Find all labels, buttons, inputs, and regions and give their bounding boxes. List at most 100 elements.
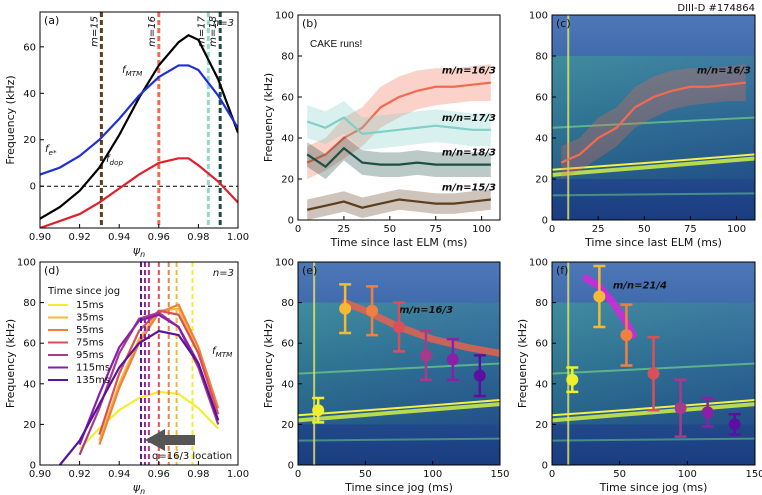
x-tick-label: 0.96 <box>148 232 170 243</box>
y-tick-label: 60 <box>535 93 548 104</box>
point <box>647 367 660 380</box>
y-tick-label: 80 <box>23 298 36 309</box>
y-tick-label: 100 <box>529 11 548 22</box>
frame <box>297 14 501 221</box>
x-tick-label: 50 <box>359 469 372 480</box>
curve-label-sub: MTM <box>126 69 144 78</box>
x-tick-label: 0 <box>295 469 301 480</box>
legend-label: 35ms <box>76 313 104 324</box>
y-tick-label: 40 <box>535 134 548 145</box>
panel-label: (b) <box>302 17 318 30</box>
x-tick-label: 0.98 <box>187 469 209 480</box>
x-tick-label: 0.94 <box>108 232 130 243</box>
x-tick-label: 50 <box>613 469 626 480</box>
y-tick-label: 100 <box>17 258 36 269</box>
y-tick-label: 20 <box>23 135 36 146</box>
panel-label: (a) <box>44 14 59 27</box>
point <box>620 329 633 342</box>
y-tick-label: 40 <box>281 379 294 390</box>
x-tick-label: 50 <box>638 224 651 235</box>
line <box>40 64 238 176</box>
curve-label: fMTM <box>212 346 233 359</box>
point <box>593 290 606 303</box>
x-tick-label: 25 <box>338 224 351 235</box>
y-tick-label: 20 <box>535 420 548 431</box>
line <box>40 157 238 228</box>
band <box>307 135 491 179</box>
spectrogram-band <box>552 116 755 129</box>
x-tick-label: 0 <box>549 469 555 480</box>
line <box>306 146 491 169</box>
plot-area: m/n=16/3 <box>552 15 755 220</box>
y-axis-label: Frequency (kHz) <box>516 319 529 408</box>
point <box>701 406 714 419</box>
legend-label: 15ms <box>76 300 104 311</box>
x-axis-label: Time since jog (ms) <box>344 481 453 494</box>
curve-label: m/n=18/3 <box>442 148 496 159</box>
x-axis-label: Time since jog (ms) <box>599 481 708 494</box>
x-tick-label: 0.90 <box>29 232 51 243</box>
x-axis-label: ψn <box>133 244 145 259</box>
panel: Time since jog15ms35ms55ms75ms95ms115ms1… <box>4 258 249 495</box>
curve-label: m/n=16/3 <box>442 66 496 77</box>
x-tick-label: 0.96 <box>148 469 170 480</box>
line <box>98 309 220 435</box>
plot-area: m/n=21/4 <box>552 262 755 465</box>
spectrogram-band <box>298 437 500 442</box>
panel-label: (e) <box>302 264 317 277</box>
legend-label: 55ms <box>76 325 104 336</box>
point <box>393 320 405 333</box>
curve-label-sub: e* <box>49 148 57 157</box>
mode-label: m/n=16/3 <box>399 305 453 316</box>
legend-label: 135ms <box>76 375 110 386</box>
point <box>473 369 486 382</box>
y-tick-label: 80 <box>281 52 294 63</box>
frame <box>39 11 239 229</box>
band <box>561 64 746 179</box>
x-tick-label: 0.92 <box>68 469 90 480</box>
x-tick-label: 150 <box>490 469 509 480</box>
y-tick-label: 60 <box>535 339 548 350</box>
y-tick-label: 60 <box>23 42 36 53</box>
spectrogram-wash <box>552 56 755 179</box>
point <box>312 404 325 417</box>
x-tick-label: 100 <box>423 469 442 480</box>
y-tick-label: 40 <box>23 379 36 390</box>
spectrogram-band <box>552 402 755 423</box>
x-tick-label: 1.00 <box>227 232 249 243</box>
mode-line <box>341 299 500 357</box>
x-tick-label: 100 <box>472 224 491 235</box>
y-tick-label: 60 <box>281 93 294 104</box>
point <box>728 418 741 431</box>
frame <box>551 261 756 466</box>
mode-label: m=15 <box>89 16 100 47</box>
x-axis-label: ψn <box>133 481 145 495</box>
curve-label-sub: MTM <box>216 350 234 359</box>
y-tick-label: 20 <box>535 175 548 186</box>
y-tick-label: 0 <box>542 461 548 472</box>
mode-label: m/n=21/4 <box>613 281 667 292</box>
y-tick-label: 60 <box>281 339 294 350</box>
plot-area: m/n=16/3 m/n=17/3 m/n=18/3 m/n=15/3 <box>306 64 496 220</box>
x-tick-label: 25 <box>592 224 605 235</box>
y-tick-label: 0 <box>30 461 36 472</box>
y-tick-label: 20 <box>23 420 36 431</box>
x-tick-label: 0.94 <box>108 469 130 480</box>
point <box>366 304 379 317</box>
line <box>40 33 238 220</box>
line <box>560 81 746 164</box>
point <box>566 373 579 386</box>
x-tick-label: 50 <box>383 224 396 235</box>
mode-label: m=18 <box>208 16 219 47</box>
x-tick-label: 0 <box>549 224 555 235</box>
note: DIII-D #174864 <box>677 3 755 14</box>
y-tick-label: 20 <box>281 420 294 431</box>
curve-label-main: f <box>122 65 127 76</box>
curve-label: fdop <box>106 154 123 167</box>
legend-label: 95ms <box>76 350 104 361</box>
y-tick-label: 80 <box>281 298 294 309</box>
y-tick-label: 80 <box>535 298 548 309</box>
panel: m/n=16/3 0 25 50 75 100 0 20 40 60 80 100 Time since… <box>529 3 756 249</box>
